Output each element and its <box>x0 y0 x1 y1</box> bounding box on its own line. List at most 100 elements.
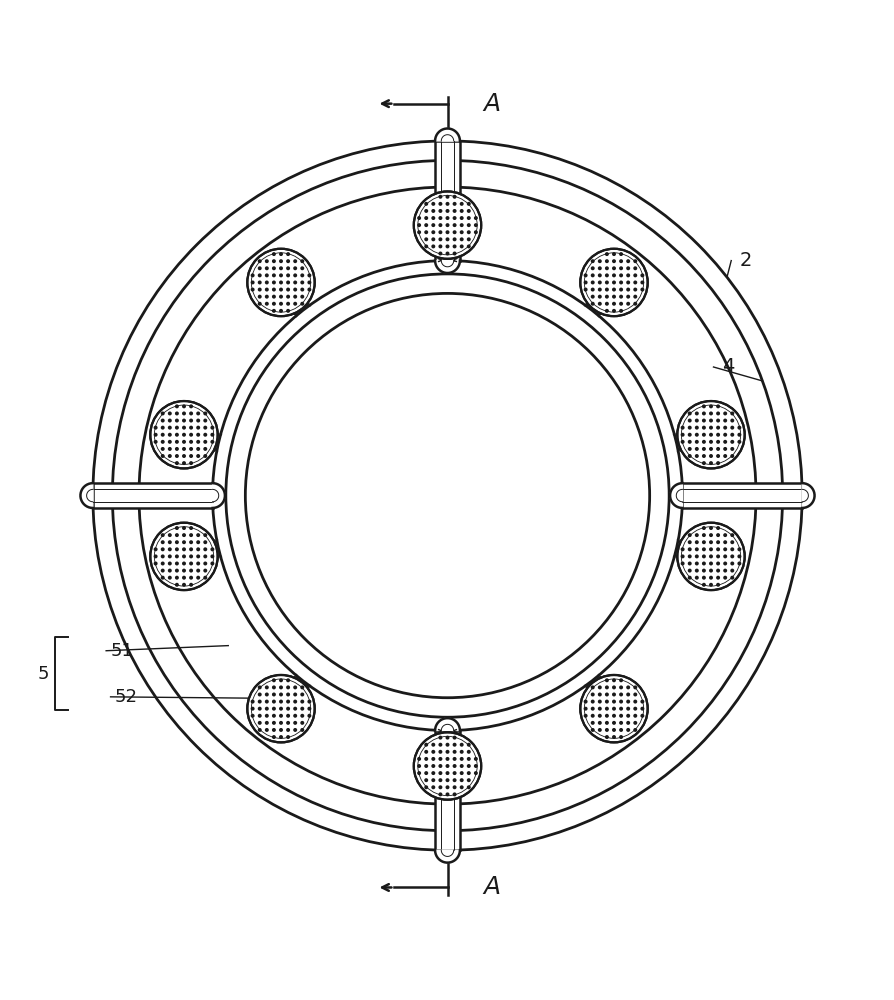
Circle shape <box>694 562 698 565</box>
Circle shape <box>196 426 200 430</box>
Circle shape <box>715 526 720 530</box>
Circle shape <box>452 771 456 775</box>
Circle shape <box>708 404 713 408</box>
Circle shape <box>424 785 427 789</box>
Circle shape <box>265 700 268 704</box>
Circle shape <box>445 785 449 789</box>
Circle shape <box>611 309 615 313</box>
Circle shape <box>730 419 733 423</box>
Circle shape <box>722 426 726 430</box>
Circle shape <box>460 771 463 775</box>
Circle shape <box>597 728 601 732</box>
Circle shape <box>293 273 297 277</box>
Circle shape <box>307 273 311 277</box>
Circle shape <box>203 419 207 423</box>
Circle shape <box>150 401 217 468</box>
Circle shape <box>168 554 172 558</box>
Circle shape <box>633 721 637 725</box>
Circle shape <box>708 433 713 437</box>
Circle shape <box>679 554 684 558</box>
Circle shape <box>590 295 594 299</box>
Circle shape <box>445 244 449 248</box>
Circle shape <box>168 447 172 451</box>
Circle shape <box>168 569 172 573</box>
Circle shape <box>168 533 172 537</box>
Circle shape <box>604 692 608 696</box>
Circle shape <box>730 554 733 558</box>
Circle shape <box>279 295 283 299</box>
Circle shape <box>590 302 594 306</box>
Circle shape <box>633 700 637 704</box>
Circle shape <box>677 523 744 590</box>
Circle shape <box>619 280 622 284</box>
Circle shape <box>473 216 477 220</box>
Circle shape <box>293 728 297 732</box>
Circle shape <box>196 547 200 551</box>
Circle shape <box>174 411 179 415</box>
Circle shape <box>272 280 275 284</box>
Circle shape <box>722 440 726 444</box>
Circle shape <box>417 230 421 234</box>
Circle shape <box>722 562 726 565</box>
Circle shape <box>626 302 629 306</box>
Circle shape <box>257 685 261 689</box>
Circle shape <box>424 750 427 754</box>
Circle shape <box>431 743 434 747</box>
Circle shape <box>174 533 179 537</box>
Circle shape <box>583 700 587 704</box>
Circle shape <box>611 721 615 725</box>
Circle shape <box>579 675 647 742</box>
Circle shape <box>460 230 463 234</box>
Circle shape <box>181 433 186 437</box>
Circle shape <box>467 216 470 220</box>
Circle shape <box>590 700 594 704</box>
Circle shape <box>452 757 456 761</box>
Circle shape <box>694 426 698 430</box>
Circle shape <box>272 259 275 263</box>
Circle shape <box>286 714 290 718</box>
Circle shape <box>203 426 207 430</box>
Polygon shape <box>93 483 212 508</box>
Circle shape <box>597 302 601 306</box>
Circle shape <box>272 692 275 696</box>
Circle shape <box>181 404 186 408</box>
Circle shape <box>633 707 637 711</box>
Polygon shape <box>434 850 460 863</box>
Circle shape <box>715 454 720 458</box>
Circle shape <box>300 288 304 292</box>
Circle shape <box>722 454 726 458</box>
Circle shape <box>640 288 644 292</box>
Circle shape <box>257 259 261 263</box>
Circle shape <box>279 309 283 313</box>
Polygon shape <box>212 483 224 508</box>
Circle shape <box>181 411 186 415</box>
Circle shape <box>701 440 705 444</box>
Circle shape <box>279 685 283 689</box>
Circle shape <box>715 447 720 451</box>
Circle shape <box>189 447 193 451</box>
Circle shape <box>203 547 207 551</box>
Circle shape <box>460 764 463 768</box>
Circle shape <box>715 547 720 551</box>
Circle shape <box>424 771 427 775</box>
Circle shape <box>272 700 275 704</box>
Circle shape <box>293 692 297 696</box>
Circle shape <box>460 743 463 747</box>
Circle shape <box>467 237 470 241</box>
Circle shape <box>286 735 290 739</box>
Circle shape <box>181 569 186 573</box>
Circle shape <box>604 295 608 299</box>
Circle shape <box>619 714 622 718</box>
Circle shape <box>424 764 427 768</box>
Circle shape <box>730 433 733 437</box>
Circle shape <box>174 540 179 544</box>
Circle shape <box>467 778 470 782</box>
Circle shape <box>722 419 726 423</box>
Circle shape <box>189 547 193 551</box>
Circle shape <box>196 533 200 537</box>
Circle shape <box>300 721 304 725</box>
Text: 3: 3 <box>705 436 718 455</box>
Circle shape <box>611 273 615 277</box>
Text: A: A <box>483 92 500 116</box>
Circle shape <box>730 540 733 544</box>
